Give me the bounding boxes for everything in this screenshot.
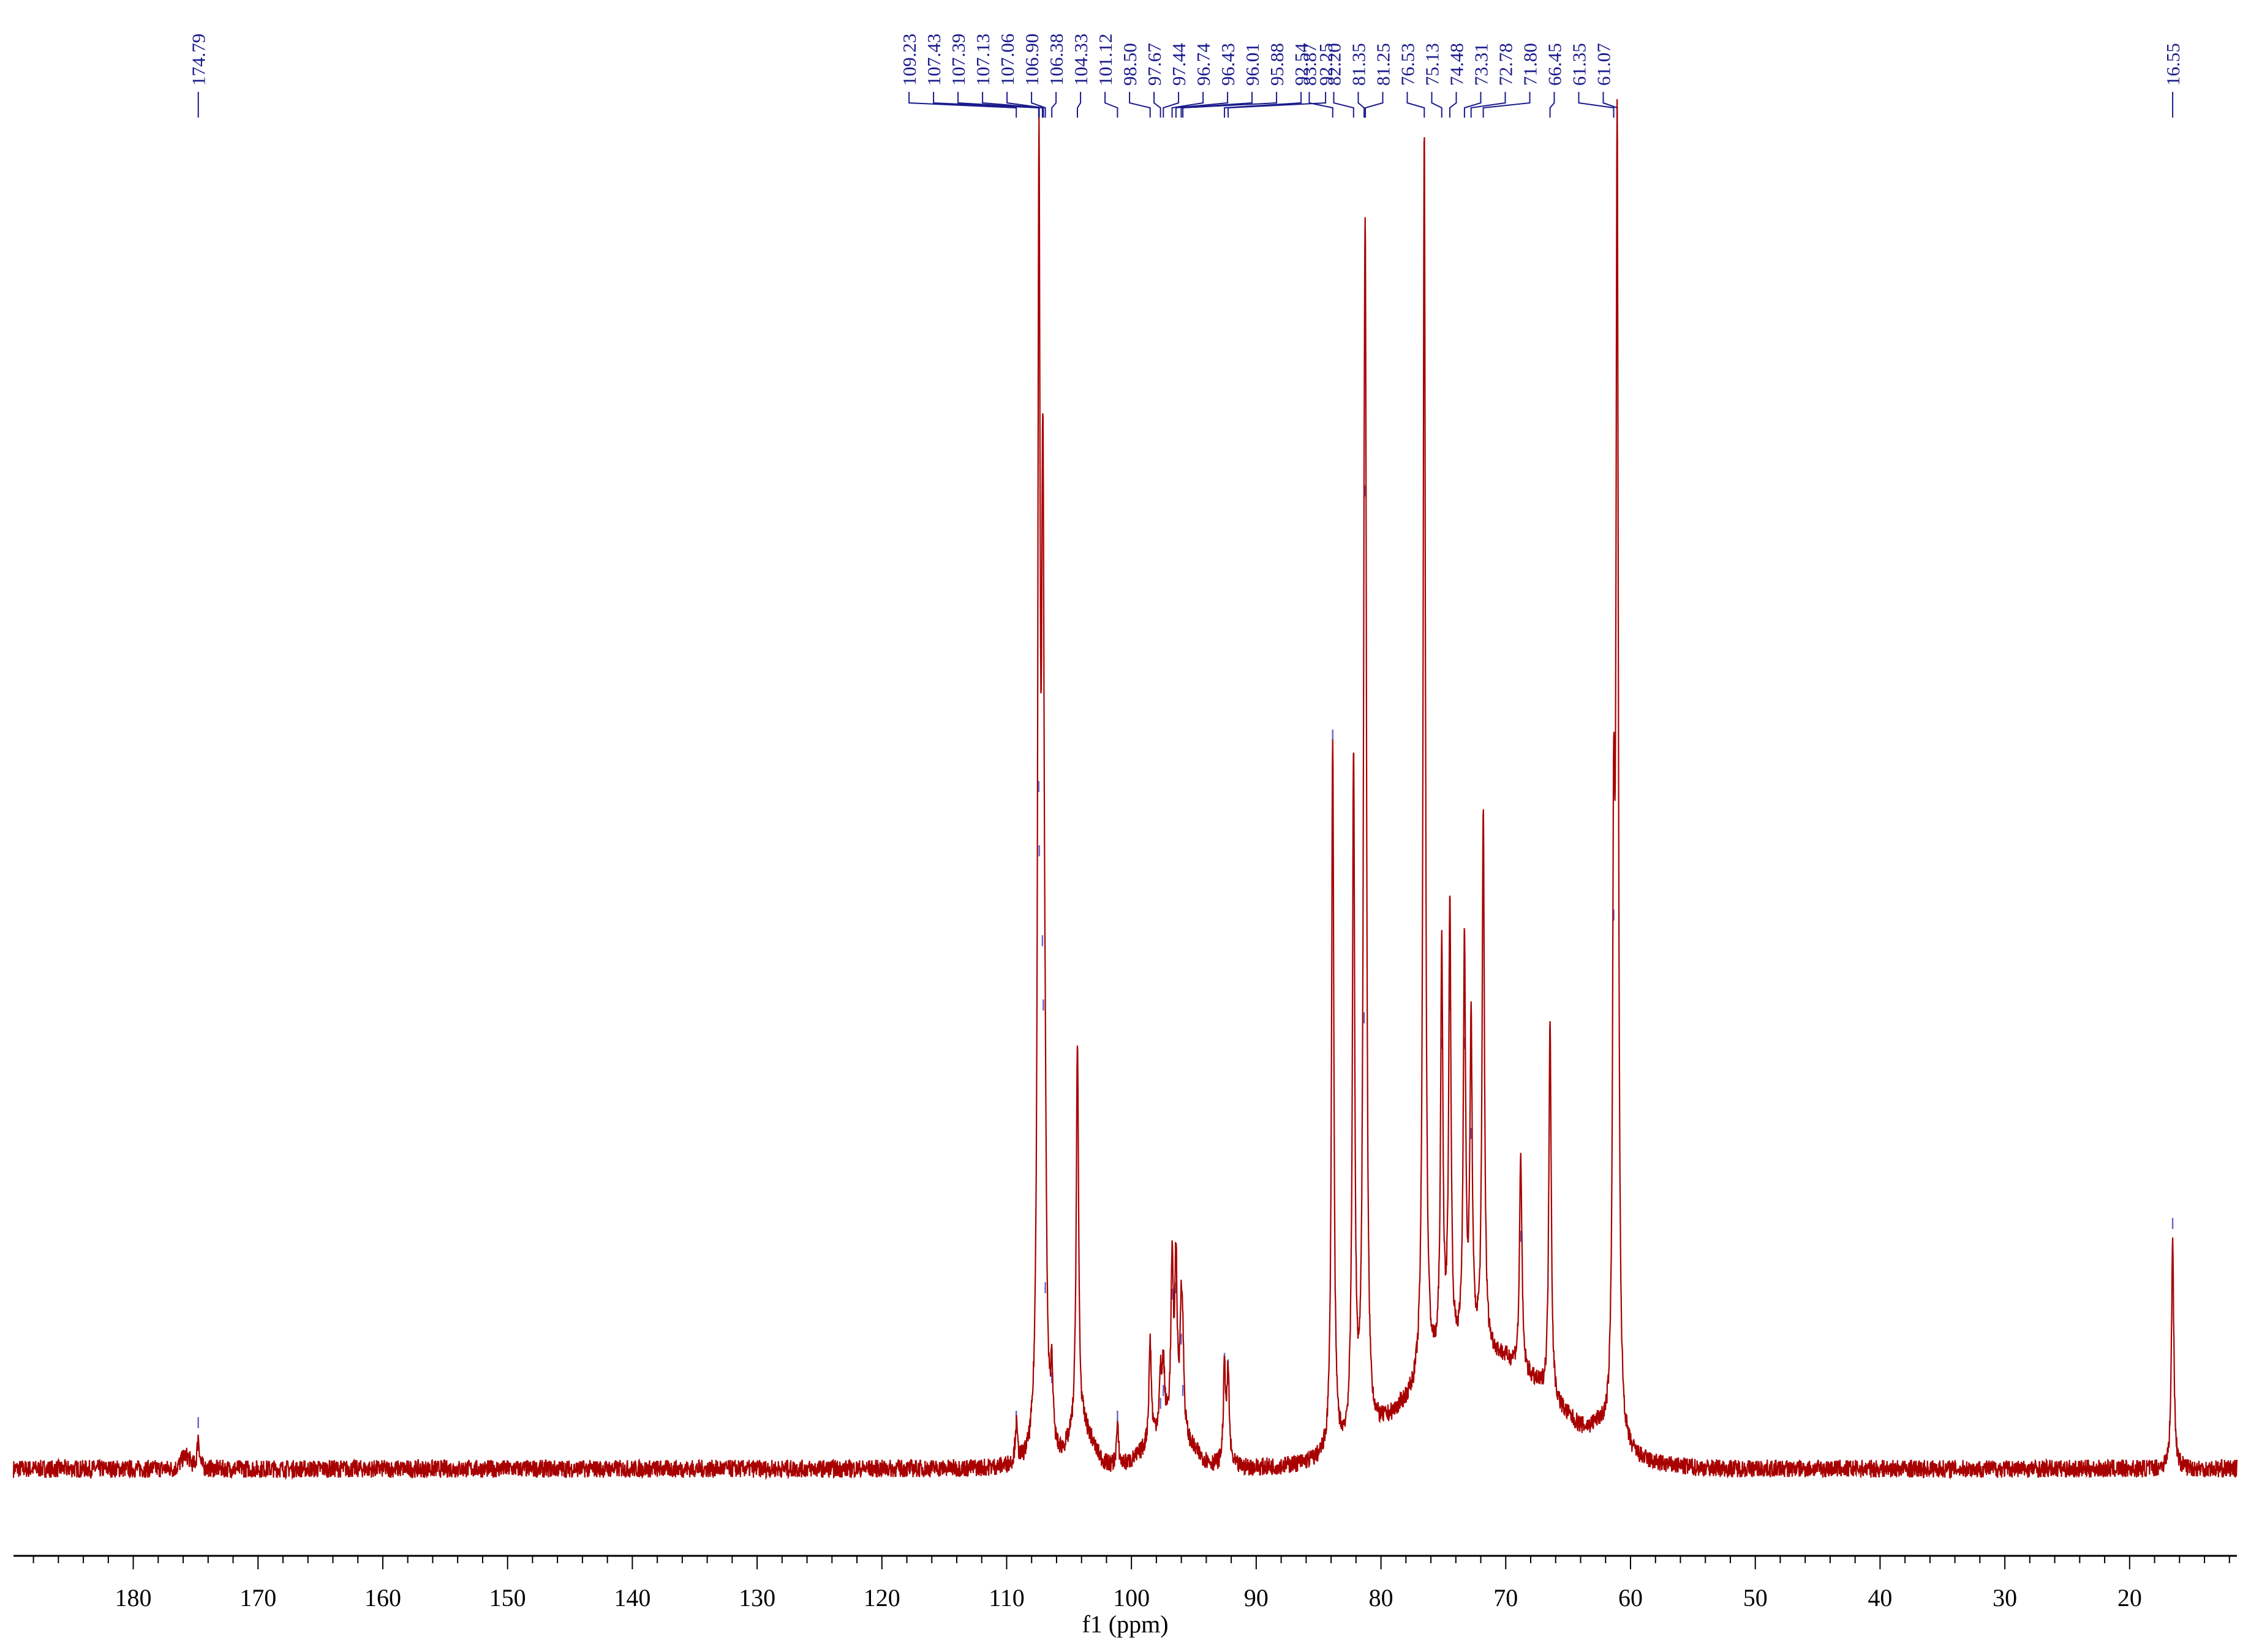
peak-label-connector [1333,92,1354,118]
peak-label: 97.44 [1168,43,1190,86]
x-axis-title: f1 (ppm) [1082,1610,1168,1638]
peak-label-connector [1180,92,1253,118]
peak-label: 82.20 [1324,43,1345,86]
peak-label-connector [1406,92,1425,118]
peak-label-connector [1129,92,1151,118]
peak-label: 101.12 [1095,34,1116,86]
x-tick-label: 120 [864,1584,900,1612]
peak-label: 73.31 [1471,43,1492,86]
peak-label: 107.13 [972,34,994,86]
peak-label-connector [1175,92,1229,118]
peak-label-layer: 174.79 109.23 107.43 107.39 107.13 107.06 106.… [188,34,2184,118]
peak-label: 92.54 [1291,43,1312,86]
peak-label-connector [1308,92,1333,118]
x-tick-label: 130 [739,1584,775,1612]
peak-label: 96.43 [1217,43,1239,86]
peak-label: 66.45 [1544,43,1566,86]
peak-label-connector [1602,92,1618,118]
peak-label-connector [1431,92,1442,118]
peak-label: 97.67 [1144,43,1165,86]
peak-label: 109.23 [899,34,920,86]
peak-label: 98.50 [1119,43,1141,86]
peak-label: 96.01 [1242,43,1263,86]
peak-label-connector [1470,92,1506,118]
peak-label-connector [1077,92,1082,118]
peak-label: 95.88 [1266,43,1288,86]
peak-label-connector [1006,92,1044,118]
x-tick-label: 70 [1493,1584,1518,1612]
peak-label-connector [982,92,1043,118]
x-tick-label: 50 [1743,1584,1768,1612]
peak-label-connector [1104,92,1118,118]
peak-label-connector [1224,92,1302,118]
peak-label: 75.13 [1422,43,1443,86]
spectrum-layer [12,99,2238,1480]
peak-label: 72.78 [1495,43,1517,86]
peak-label-connector [1163,92,1180,118]
peak-label-connector [1031,92,1046,118]
peak-label-connector [1549,92,1555,118]
peak-label-connector [1357,92,1365,118]
peak-label: 74.48 [1446,43,1468,86]
peak-label: 92.25 [1315,43,1337,86]
peak-label: 107.39 [948,34,969,86]
x-tick-label: 170 [239,1584,276,1612]
x-tick-label: 20 [2117,1584,2142,1612]
peak-label: 96.74 [1193,43,1214,86]
peak-label-connector [1463,92,1482,118]
x-tick-label: 150 [489,1584,526,1612]
peak-label-connector [1227,92,1327,118]
peak-label-connector [1171,92,1204,118]
x-tick-label: 30 [1993,1584,2017,1612]
peak-label: 76.53 [1397,43,1419,86]
x-tick-label: 80 [1369,1584,1393,1612]
peak-label: 61.35 [1569,43,1590,86]
x-tick-label: 110 [989,1584,1025,1612]
x-axis: 180 170 160 150 140 130 120 110 100 90 80 70 60 50 40 3… [13,1555,2237,1612]
peak-label: 106.38 [1046,34,1067,86]
peak-label: 104.33 [1070,34,1092,86]
peak-label-connector [1051,92,1057,118]
peak-marker-layer [197,164,2174,1428]
x-tick-label: 40 [1868,1584,1892,1612]
x-tick-label: 140 [614,1584,650,1612]
peak-label: 83.87 [1299,43,1321,86]
x-tick-label: 160 [364,1584,401,1612]
peak-label: 81.25 [1373,43,1394,86]
peak-label: 71.80 [1520,43,1541,86]
peak-label-connector [1449,92,1457,118]
peak-label: 16.55 [2162,43,2184,86]
peak-label: 61.07 [1593,43,1615,86]
x-tick-label: 60 [1618,1584,1643,1612]
peak-label: 107.06 [997,34,1018,86]
peak-label-connector [1365,92,1384,118]
peak-label-connector [908,92,1017,118]
peak-label-connector [1482,92,1531,118]
x-tick-label: 180 [115,1584,152,1612]
peak-label-connector [1182,92,1278,118]
peak-label: 81.35 [1348,43,1370,86]
peak-label-connector [1578,92,1615,118]
peak-label: 174.79 [188,34,209,86]
spectrum-trace [12,99,2238,1480]
x-tick-label: 90 [1244,1584,1269,1612]
peak-label-connector [957,92,1040,118]
peak-label-connector [1153,92,1161,118]
peak-label: 106.90 [1021,34,1043,86]
x-tick-label: 100 [1113,1584,1150,1612]
peak-label: 107.43 [923,34,945,86]
